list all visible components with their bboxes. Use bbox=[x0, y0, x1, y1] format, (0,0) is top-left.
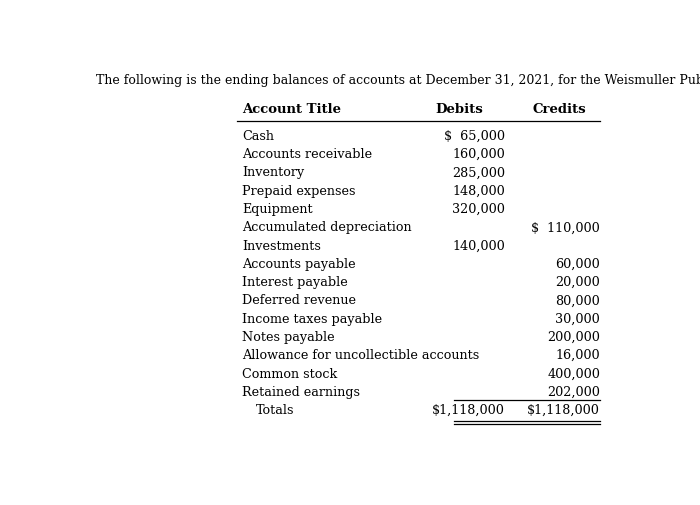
Text: Interest payable: Interest payable bbox=[242, 276, 348, 289]
Text: 30,000: 30,000 bbox=[555, 313, 600, 326]
Text: 320,000: 320,000 bbox=[452, 203, 505, 216]
Text: Common stock: Common stock bbox=[242, 368, 337, 380]
Text: 160,000: 160,000 bbox=[452, 148, 505, 161]
Text: Investments: Investments bbox=[242, 239, 321, 252]
Text: 80,000: 80,000 bbox=[555, 294, 600, 308]
Text: Accumulated depreciation: Accumulated depreciation bbox=[242, 221, 412, 234]
Text: Income taxes payable: Income taxes payable bbox=[242, 313, 382, 326]
Text: 400,000: 400,000 bbox=[547, 368, 600, 380]
Text: Debits: Debits bbox=[435, 103, 483, 116]
Text: Cash: Cash bbox=[242, 130, 274, 143]
Text: Equipment: Equipment bbox=[242, 203, 313, 216]
Text: Totals: Totals bbox=[256, 404, 294, 417]
Text: Credits: Credits bbox=[533, 103, 587, 116]
Text: Inventory: Inventory bbox=[242, 167, 304, 179]
Text: Allowance for uncollectible accounts: Allowance for uncollectible accounts bbox=[242, 349, 480, 362]
Text: $  110,000: $ 110,000 bbox=[531, 221, 600, 234]
Text: 202,000: 202,000 bbox=[547, 386, 600, 399]
Text: 60,000: 60,000 bbox=[555, 258, 600, 271]
Text: Account Title: Account Title bbox=[242, 103, 341, 116]
Text: Deferred revenue: Deferred revenue bbox=[242, 294, 356, 308]
Text: $  65,000: $ 65,000 bbox=[444, 130, 505, 143]
Text: Accounts receivable: Accounts receivable bbox=[242, 148, 372, 161]
Text: Notes payable: Notes payable bbox=[242, 331, 335, 344]
Text: $1,118,000: $1,118,000 bbox=[527, 404, 600, 417]
Text: 148,000: 148,000 bbox=[452, 185, 505, 198]
Text: Accounts payable: Accounts payable bbox=[242, 258, 356, 271]
Text: 285,000: 285,000 bbox=[452, 167, 505, 179]
Text: 16,000: 16,000 bbox=[556, 349, 600, 362]
Text: The following is the ending balances of accounts at December 31, 2021, for the W: The following is the ending balances of … bbox=[96, 74, 700, 87]
Text: 20,000: 20,000 bbox=[555, 276, 600, 289]
Text: 140,000: 140,000 bbox=[452, 239, 505, 252]
Text: 200,000: 200,000 bbox=[547, 331, 600, 344]
Text: Prepaid expenses: Prepaid expenses bbox=[242, 185, 356, 198]
Text: Retained earnings: Retained earnings bbox=[242, 386, 360, 399]
Text: $1,118,000: $1,118,000 bbox=[433, 404, 505, 417]
